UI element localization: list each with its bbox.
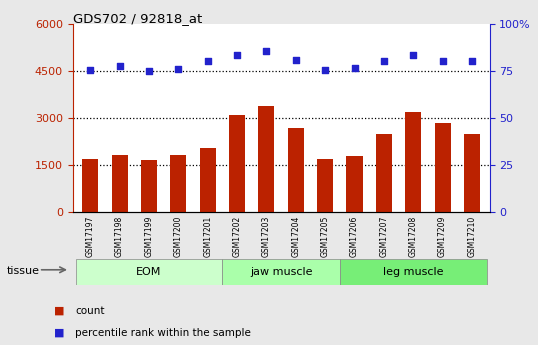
Bar xyxy=(75,259,222,285)
Point xyxy=(350,66,359,71)
Bar xyxy=(340,259,487,285)
Text: EOM: EOM xyxy=(136,267,161,277)
Text: GSM17206: GSM17206 xyxy=(350,216,359,257)
Text: GSM17198: GSM17198 xyxy=(115,216,124,257)
Text: ■: ■ xyxy=(54,328,65,338)
Text: GDS702 / 92818_at: GDS702 / 92818_at xyxy=(73,12,202,25)
Text: count: count xyxy=(75,306,105,315)
Point xyxy=(321,68,329,73)
Text: leg muscle: leg muscle xyxy=(383,267,443,277)
Text: jaw muscle: jaw muscle xyxy=(250,267,313,277)
Point xyxy=(380,58,388,63)
Bar xyxy=(376,134,392,212)
Bar xyxy=(405,112,421,212)
Point xyxy=(438,58,447,63)
Bar xyxy=(435,123,451,212)
Text: ■: ■ xyxy=(54,306,65,315)
Bar xyxy=(141,159,157,212)
Bar xyxy=(222,259,340,285)
Point xyxy=(409,52,417,58)
Text: GSM17208: GSM17208 xyxy=(409,216,417,257)
Text: GSM17199: GSM17199 xyxy=(145,216,153,257)
Bar xyxy=(170,155,186,212)
Bar xyxy=(346,156,363,212)
Point xyxy=(203,58,212,63)
Text: GSM17201: GSM17201 xyxy=(203,216,212,257)
Text: GSM17202: GSM17202 xyxy=(232,216,242,257)
Text: GSM17203: GSM17203 xyxy=(262,216,271,257)
Bar xyxy=(229,115,245,212)
Text: GSM17204: GSM17204 xyxy=(291,216,300,257)
Bar xyxy=(200,148,216,212)
Text: tissue: tissue xyxy=(6,266,39,276)
Text: GSM17205: GSM17205 xyxy=(321,216,330,257)
Bar xyxy=(464,134,480,212)
Point xyxy=(233,52,242,58)
Point xyxy=(292,57,300,63)
Text: GSM17207: GSM17207 xyxy=(379,216,388,257)
Bar xyxy=(288,128,304,212)
Point xyxy=(174,67,182,72)
Text: GSM17209: GSM17209 xyxy=(438,216,447,257)
Point xyxy=(86,68,95,73)
Text: GSM17200: GSM17200 xyxy=(174,216,183,257)
Point xyxy=(468,58,476,63)
Bar xyxy=(82,159,98,212)
Point xyxy=(145,68,153,74)
Bar xyxy=(111,155,128,212)
Point xyxy=(115,64,124,69)
Bar xyxy=(317,159,333,212)
Text: percentile rank within the sample: percentile rank within the sample xyxy=(75,328,251,338)
Text: GSM17197: GSM17197 xyxy=(86,216,95,257)
Text: GSM17210: GSM17210 xyxy=(468,216,477,257)
Point xyxy=(262,49,271,54)
Bar xyxy=(258,106,274,212)
